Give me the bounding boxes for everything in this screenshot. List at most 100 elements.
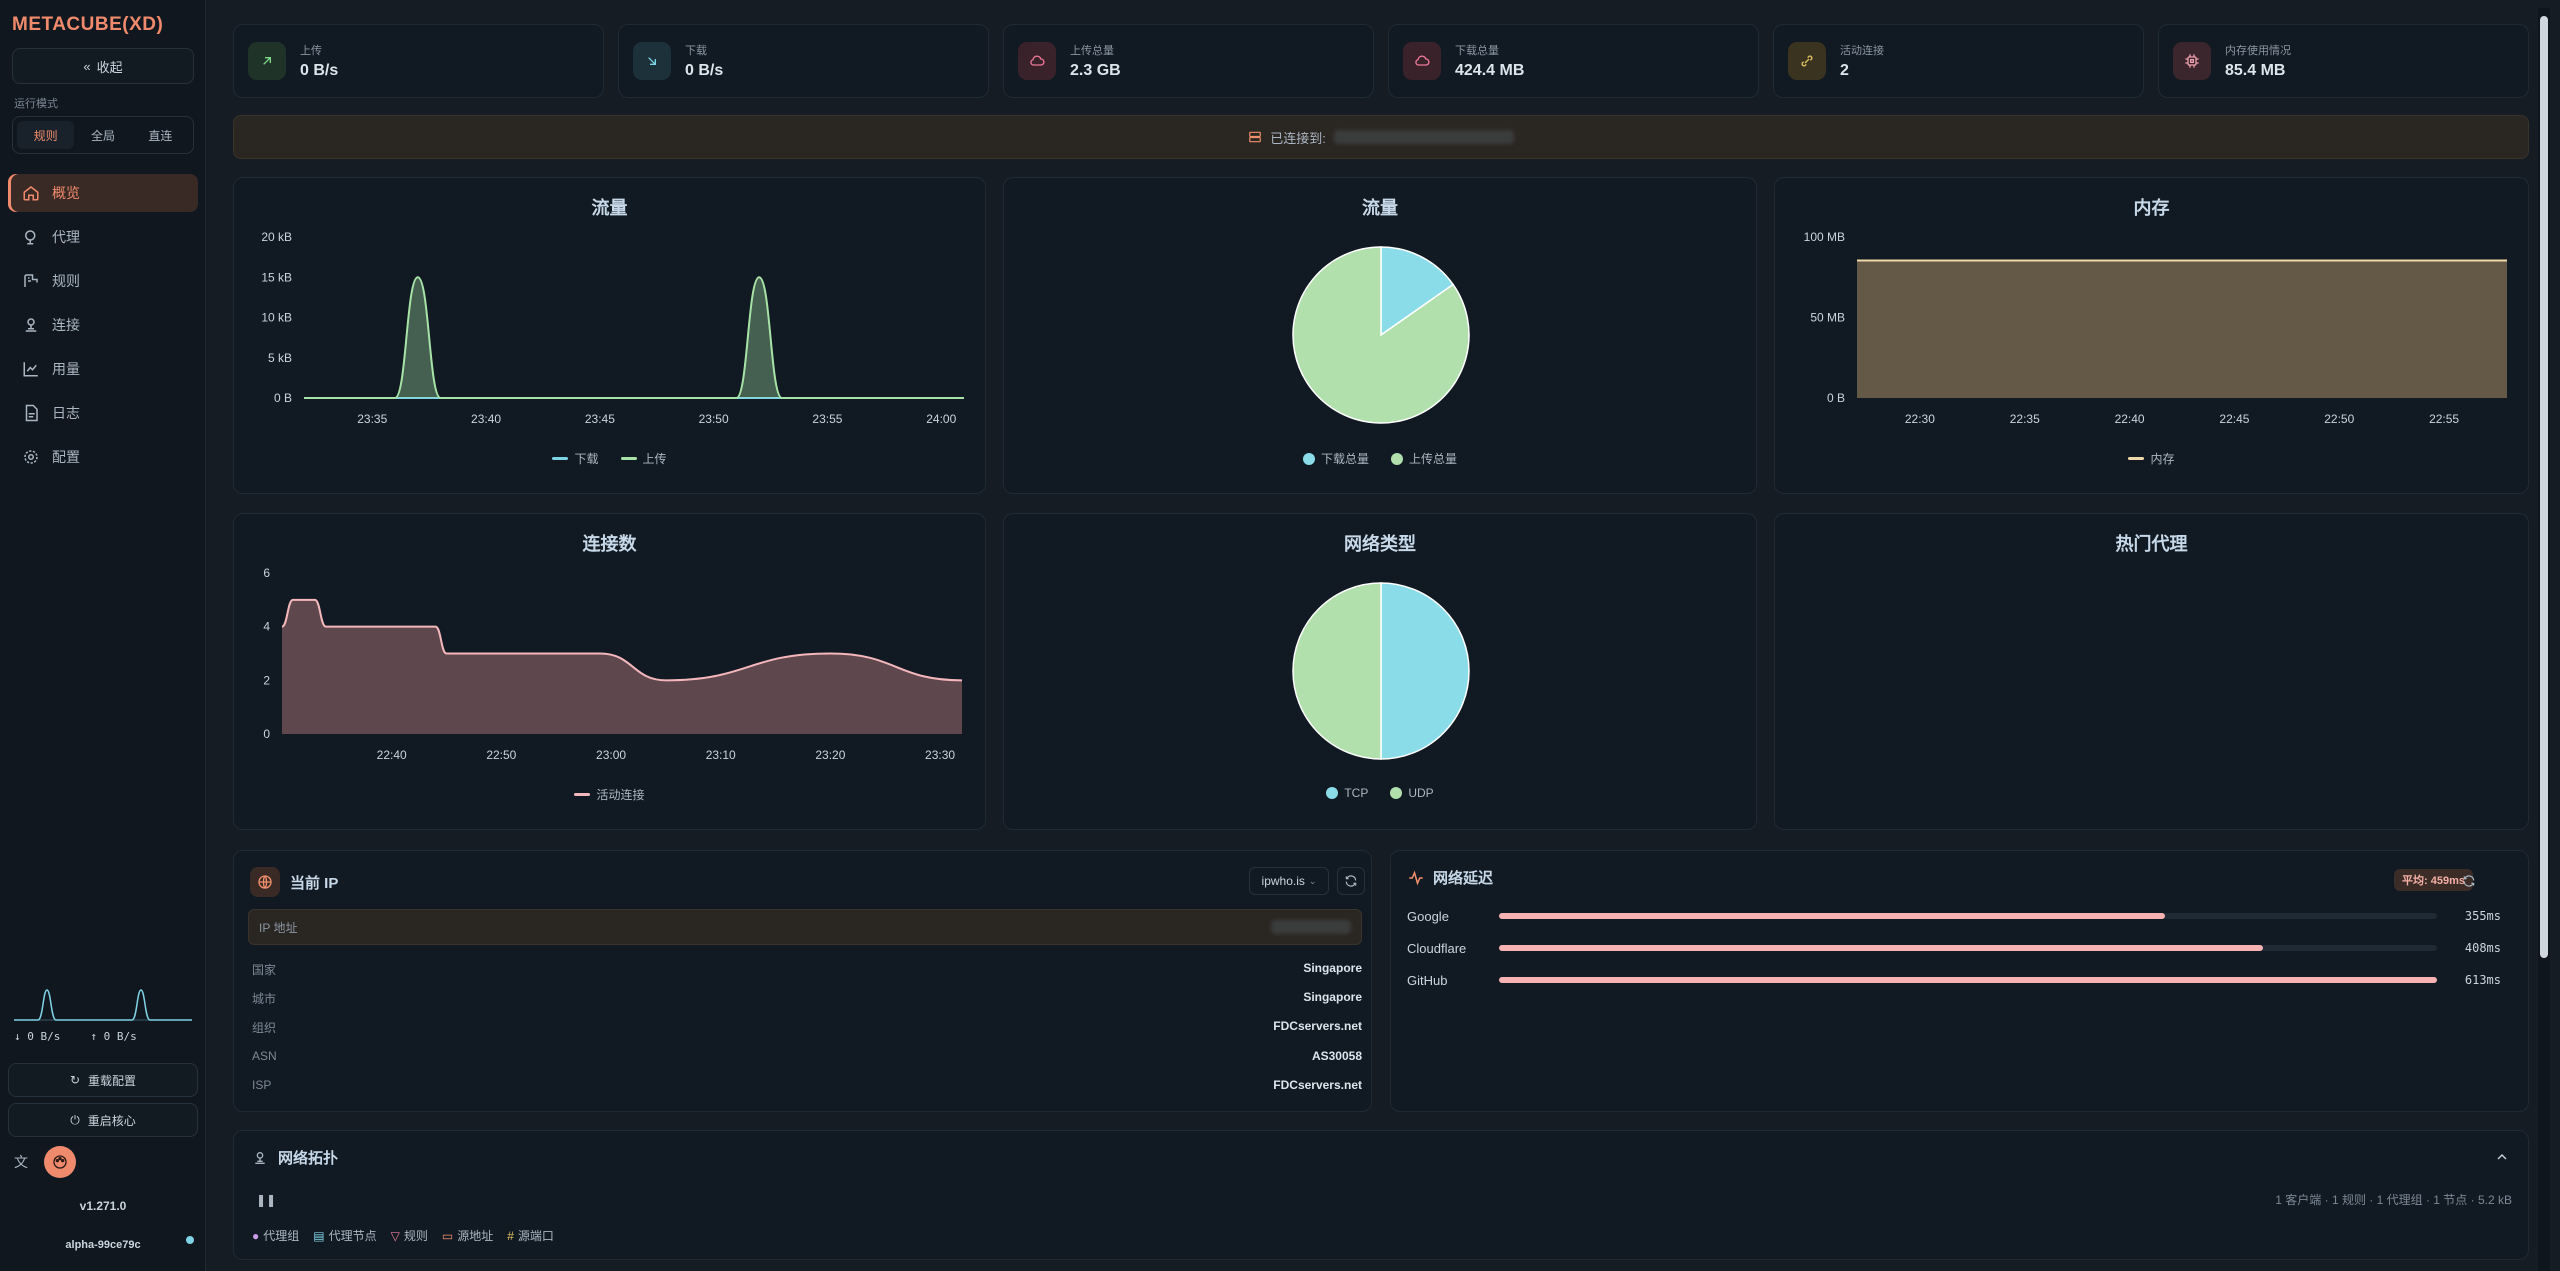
y-tick-label: 0 bbox=[263, 727, 270, 741]
mode-direct-button[interactable]: 直连 bbox=[148, 128, 173, 143]
topology-legend-source-address: ▭ 源地址 bbox=[441, 1228, 494, 1244]
pie-slice-1 bbox=[1292, 246, 1470, 424]
user-icon: ● bbox=[252, 1228, 260, 1243]
x-tick-label: 22:50 bbox=[2324, 412, 2354, 426]
connections-chart: 6 4 2 0 22:40 22:50 23:00 23:10 23:20 23:30 bbox=[263, 566, 963, 762]
legend-item-tcp[interactable]: TCP bbox=[1326, 786, 1368, 800]
sidebar-item-proxies[interactable]: 代理 bbox=[8, 218, 198, 256]
pause-icon[interactable]: ❚❚ bbox=[256, 1193, 277, 1207]
mode-rule-button[interactable]: 规则 bbox=[17, 121, 75, 149]
x-tick-label: 23:10 bbox=[706, 748, 736, 762]
y-tick-label: 50 MB bbox=[1810, 311, 1845, 325]
collapse-label: 收起 bbox=[96, 59, 123, 75]
chart-legend: 内存 bbox=[1775, 450, 2528, 467]
sidebar-item-rules[interactable]: 规则 bbox=[8, 262, 198, 300]
chart-legend: TCP UDP bbox=[1004, 786, 1756, 800]
panel-title: 网络类型 bbox=[1344, 534, 1416, 554]
hash-icon: # bbox=[507, 1228, 514, 1243]
x-tick-label: 23:20 bbox=[815, 748, 845, 762]
x-tick-label: 22:50 bbox=[486, 748, 516, 762]
scrollbar-thumb[interactable] bbox=[2540, 16, 2548, 958]
legend-swatch bbox=[1391, 452, 1403, 465]
refresh-icon bbox=[1345, 875, 1357, 887]
redacted-ip bbox=[1271, 920, 1351, 934]
x-tick-label: 23:30 bbox=[925, 748, 955, 762]
stat-value: 424.4 MB bbox=[1455, 62, 1525, 79]
mode-global-button[interactable]: 全局 bbox=[90, 128, 115, 143]
pie-slice-0 bbox=[1380, 582, 1470, 760]
redacted-server bbox=[1333, 130, 1514, 144]
cpu-icon bbox=[2173, 42, 2211, 80]
traffic-line-panel: 流量 20 kB 15 kB 10 kB 5 kB 0 B 23:35 23:40 23:45… bbox=[233, 177, 986, 494]
ip-row: 国家 Singapore bbox=[252, 961, 1362, 978]
filter-icon: ▽ bbox=[390, 1228, 400, 1243]
legend-item-upload-total[interactable]: 上传总量 bbox=[1391, 450, 1457, 467]
ip-refresh-button[interactable] bbox=[1337, 867, 1365, 895]
reload-config-button[interactable]: ↻ 重载配置 bbox=[8, 1063, 198, 1097]
x-tick-label: 22:55 bbox=[2429, 412, 2459, 426]
sidebar-item-overview[interactable]: 概览 bbox=[8, 174, 198, 212]
x-tick-label: 22:40 bbox=[377, 748, 407, 762]
latency-bar bbox=[1499, 945, 2264, 951]
legend-label: UDP bbox=[1408, 786, 1434, 800]
ip-row: ASN AS30058 bbox=[252, 1049, 1362, 1063]
connections-panel: 连接数 6 4 2 0 22:40 22:50 23:00 23:10 23:20 23:30 活… bbox=[233, 513, 986, 830]
legend-item-download-total[interactable]: 下载总量 bbox=[1302, 450, 1369, 467]
restart-core-label: 重启核心 bbox=[87, 1113, 136, 1128]
mini-speeds: ↓ 0 B/s ↑ 0 B/s bbox=[14, 1030, 194, 1043]
sidebar-nav: 概览 代理 规则 连接 用量 日志 bbox=[8, 174, 198, 482]
server-icon: ▤ bbox=[313, 1228, 325, 1243]
stat-value: 85.4 MB bbox=[2225, 62, 2286, 79]
x-tick-label: 22:35 bbox=[2010, 412, 2040, 426]
y-tick-label: 10 kB bbox=[261, 311, 292, 325]
stat-card-download: 下载 0 B/s bbox=[618, 24, 989, 98]
collapse-sidebar-button[interactable]: « 收起 bbox=[12, 48, 194, 84]
sidebar-item-label: 日志 bbox=[52, 405, 80, 421]
connected-banner: 已连接到: bbox=[233, 115, 2529, 159]
legend-item-memory[interactable]: 内存 bbox=[2128, 450, 2175, 467]
stat-card-memory: 内存使用情况 85.4 MB bbox=[2158, 24, 2529, 98]
sidebar-item-config[interactable]: 配置 bbox=[8, 438, 198, 476]
arrow-up-right-icon bbox=[248, 42, 286, 80]
latency-bar bbox=[1499, 977, 2437, 983]
legend-label: 活动连接 bbox=[596, 788, 645, 802]
sidebar-item-logs[interactable]: 日志 bbox=[8, 394, 198, 432]
route-icon bbox=[24, 274, 38, 287]
restart-core-button[interactable]: ⏻ 重启核心 bbox=[8, 1103, 198, 1137]
sidebar-item-usage[interactable]: 用量 bbox=[8, 350, 198, 388]
legend-item-download[interactable]: 下载 bbox=[552, 450, 599, 467]
stat-card-upload: 上传 0 B/s bbox=[233, 24, 604, 98]
sidebar-item-connections[interactable]: 连接 bbox=[8, 306, 198, 344]
panel-title: 内存 bbox=[2133, 198, 2170, 218]
area-chart-icon bbox=[23, 362, 38, 377]
globe-icon bbox=[25, 230, 36, 245]
app-logo: METACUBE(XD) bbox=[12, 14, 164, 35]
traffic-line-chart: 20 kB 15 kB 10 kB 5 kB 0 B 23:35 23:40 23:45 23:… bbox=[261, 230, 964, 426]
latency-bar bbox=[1499, 913, 2165, 919]
legend-swatch bbox=[620, 457, 637, 460]
legend-item-active-connections[interactable]: 活动连接 bbox=[574, 786, 645, 803]
legend-swatch bbox=[1302, 452, 1315, 465]
sidebar-item-label: 用量 bbox=[52, 361, 80, 377]
legend-item-upload[interactable]: 上传 bbox=[620, 450, 667, 467]
latency-refresh-button[interactable] bbox=[2455, 867, 2483, 895]
chevron-down-icon: ⌄ bbox=[1308, 875, 1317, 886]
sidebar-item-label: 概览 bbox=[52, 185, 80, 201]
reload-config-label: 重载配置 bbox=[88, 1073, 137, 1088]
latency-name: GitHub bbox=[1407, 972, 1448, 988]
x-tick-label: 23:50 bbox=[699, 412, 729, 426]
latency-title: 网络延迟 bbox=[1433, 870, 1494, 887]
ip-title: 当前 IP bbox=[290, 874, 339, 892]
chevron-up-icon[interactable] bbox=[2494, 1149, 2510, 1165]
legend-item-udp[interactable]: UDP bbox=[1390, 786, 1434, 800]
x-tick-label: 23:40 bbox=[471, 412, 501, 426]
language-icon[interactable]: 文 bbox=[14, 1154, 28, 1170]
series-line-1 bbox=[304, 276, 964, 400]
sidebar-item-label: 连接 bbox=[52, 317, 80, 333]
latency-row-github: GitHub 613ms bbox=[1407, 972, 2501, 988]
ip-key: 国家 bbox=[252, 963, 277, 977]
theme-button[interactable] bbox=[44, 1146, 76, 1178]
app-version: v1.271.0 bbox=[79, 1199, 127, 1213]
y-tick-label: 4 bbox=[263, 620, 270, 634]
ip-source-select[interactable]: ipwho.is ⌄ bbox=[1249, 867, 1329, 895]
